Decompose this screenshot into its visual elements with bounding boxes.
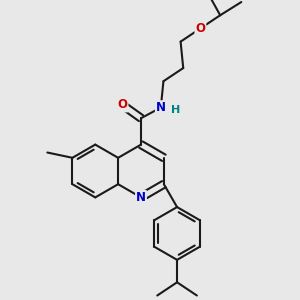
Text: N: N [136,191,146,204]
Text: O: O [118,98,128,112]
Text: H: H [171,105,180,115]
Text: N: N [156,101,166,114]
Text: O: O [195,22,206,35]
